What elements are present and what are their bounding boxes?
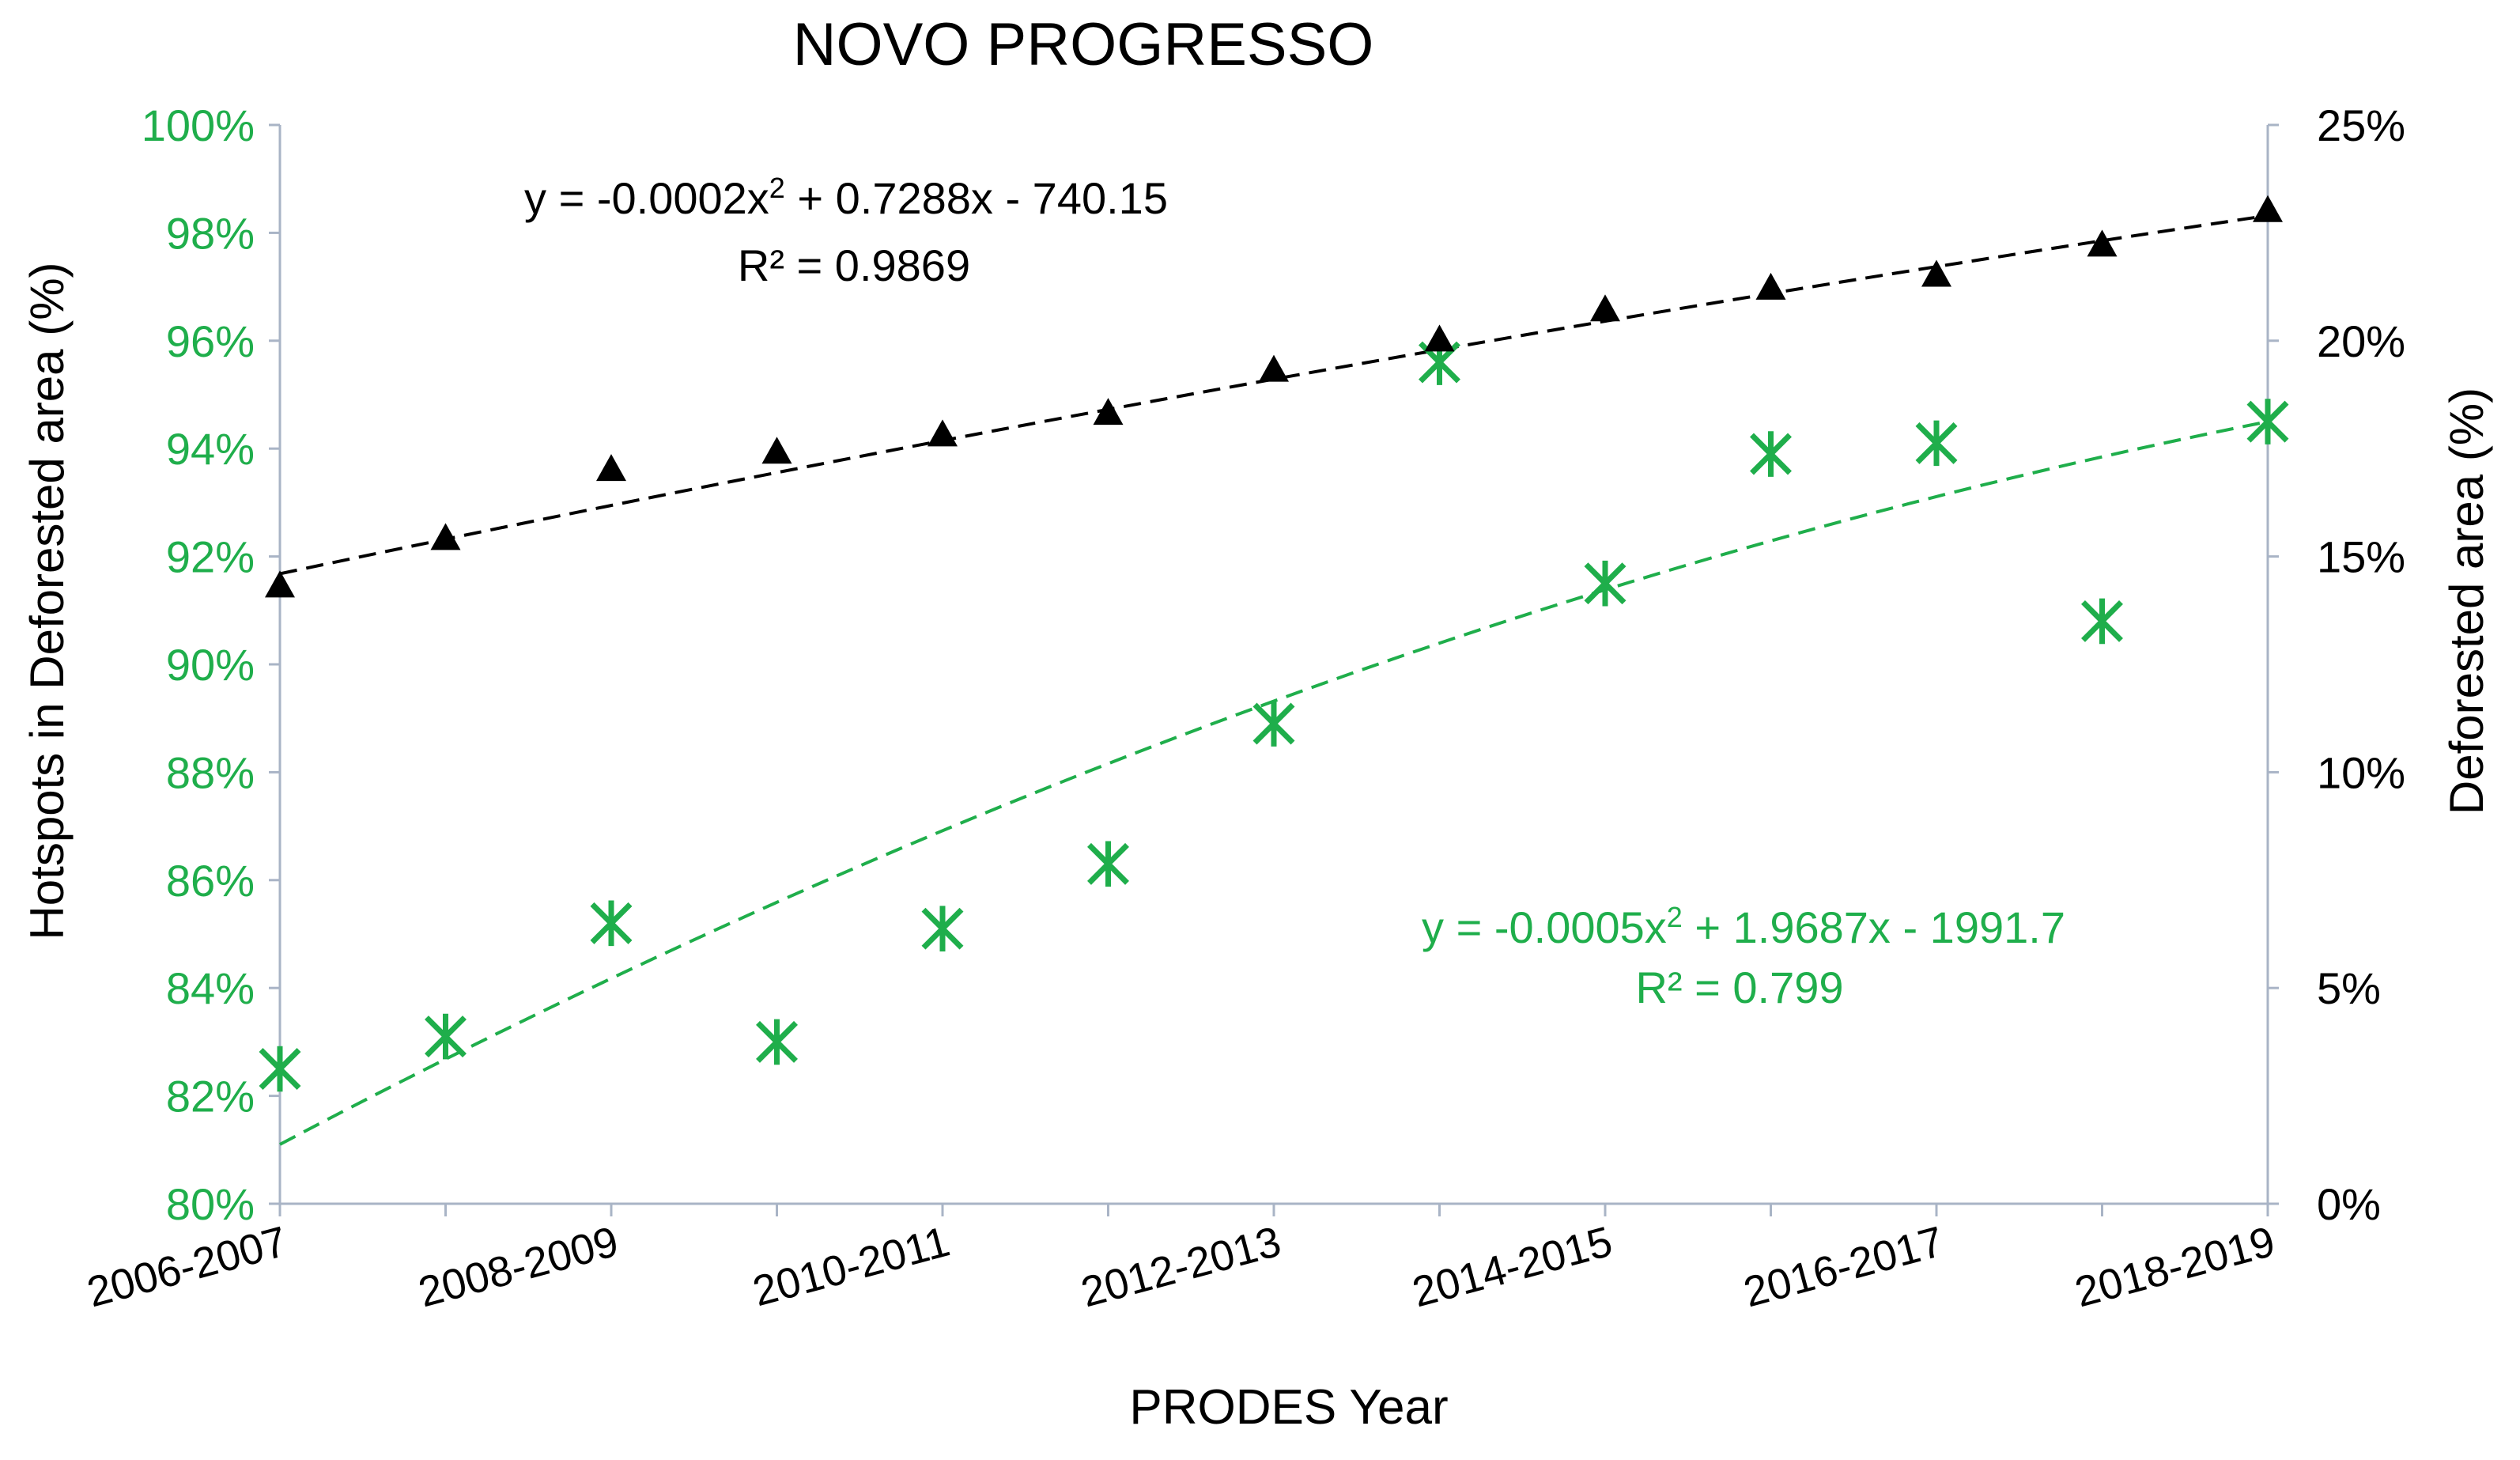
deforested-trend-r2: R² = 0.9869 (738, 240, 970, 290)
x-tick-label: 2006-2007 (82, 1218, 292, 1317)
deforested-area-point (1590, 294, 1620, 322)
hotspots-point (2081, 598, 2123, 645)
deforested-area-point (928, 419, 958, 447)
hotspots-trend-r2: R² = 0.799 (1635, 963, 1843, 1012)
hotspots-point (590, 900, 633, 947)
deforested-area-point (596, 454, 626, 482)
deforested-area-point (1093, 398, 1124, 426)
x-tick-label: 2014-2015 (1407, 1218, 1617, 1317)
x-tick-label: 2016-2017 (1739, 1218, 1948, 1317)
hotspots-point (425, 1013, 467, 1060)
deforested-area-point (761, 437, 792, 464)
right-tick-label: 0% (2317, 1179, 2381, 1229)
deforested-area-point (265, 570, 295, 598)
left-tick-label: 94% (166, 424, 255, 474)
deforested-area-point (1921, 259, 1951, 287)
hotspots-point (1252, 701, 1295, 747)
left-axis-ticks: 80% 82% 84% 86% 88% 90% 92% 94% 96% 98% 100% (142, 100, 280, 1229)
left-tick-label: 88% (166, 747, 255, 797)
left-tick-label: 92% (166, 532, 255, 582)
hotspots-point (1584, 560, 1626, 607)
x-tick-label: 2012-2013 (1076, 1218, 1286, 1317)
deforested-area-point (2253, 195, 2283, 222)
deforested-trend-equation: y = -0.0002x2 + 0.7288x - 740.15 (524, 172, 1168, 224)
left-tick-label: 82% (166, 1072, 255, 1121)
right-tick-label: 25% (2317, 100, 2405, 150)
hotspots-trend-equation: y = -0.0005x2 + 1.9687x - 1991.7 (1422, 901, 2065, 953)
chart-title: NOVO PROGRESSO (793, 11, 1374, 78)
axis-lines (278, 125, 2269, 1205)
deforested-area-point (1259, 354, 1289, 382)
left-tick-label: 100% (142, 100, 255, 150)
left-tick-label: 96% (166, 316, 255, 366)
hotspots-point (756, 1019, 798, 1065)
hotspots-point (1750, 431, 1792, 477)
x-tick-label: 2010-2011 (748, 1218, 954, 1316)
deforested-trendline (279, 214, 2269, 576)
deforested-area-point (1424, 324, 1455, 352)
left-tick-label: 90% (166, 640, 255, 690)
deforested-area-point (1755, 272, 1786, 300)
deforested-area-point (2087, 229, 2118, 257)
x-tick-label: 2018-2019 (2070, 1218, 2280, 1317)
hotspots-point (1087, 841, 1129, 887)
x-axis-ticks: 2006-2007 2008-2009 2010-2011 2012-2013 2014… (82, 1204, 2280, 1316)
x-axis-label: PRODES Year (1129, 1380, 1448, 1435)
y-axis-left-label: Hotspots in Deforested area (%) (21, 262, 74, 940)
left-tick-label: 80% (166, 1179, 255, 1229)
right-tick-label: 10% (2317, 747, 2405, 797)
right-tick-label: 5% (2317, 963, 2381, 1013)
hotspots-point (2246, 399, 2289, 444)
right-tick-label: 15% (2317, 532, 2405, 582)
hotspots-point (259, 1046, 301, 1092)
deforested-area-point (430, 523, 461, 550)
data-markers (259, 195, 2289, 1092)
hotspots-trendline (279, 420, 2269, 1146)
hotspots-point (1915, 420, 1958, 467)
left-tick-label: 86% (166, 856, 255, 906)
y-axis-right-label: Deforested area (%) (2440, 388, 2493, 815)
left-tick-label: 98% (166, 208, 255, 258)
left-tick-label: 84% (166, 963, 255, 1013)
right-axis-ticks: 0% 5% 10% 15% 20% 25% (2268, 100, 2405, 1229)
right-tick-label: 20% (2317, 316, 2405, 366)
hotspots-point (921, 906, 964, 951)
x-tick-label: 2008-2009 (414, 1218, 623, 1317)
